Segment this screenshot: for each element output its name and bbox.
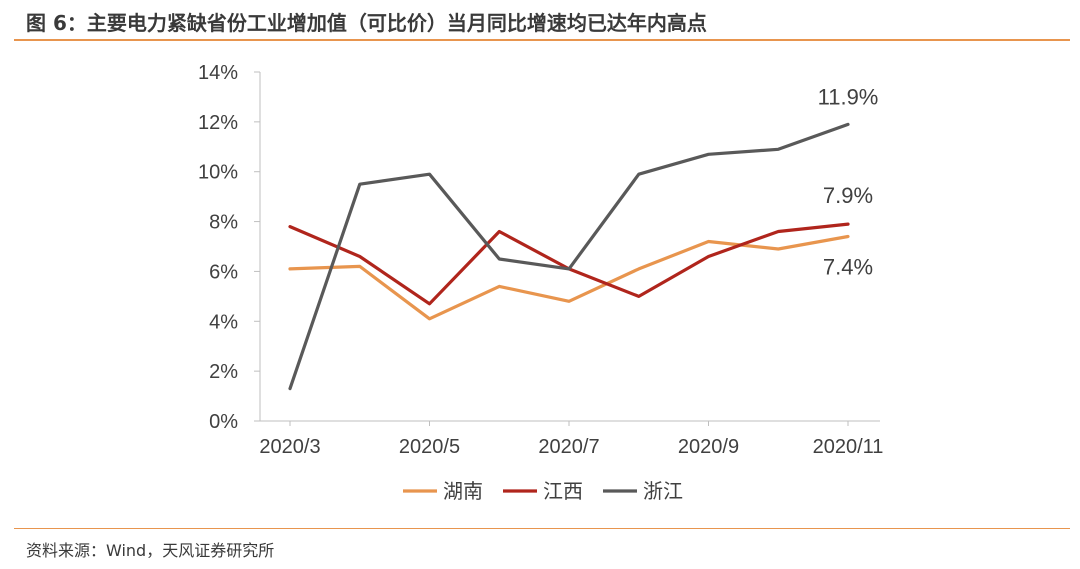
series-line-hunan [288,234,850,321]
chart-annotations: 11.9% 7.9% 7.4% [818,84,879,279]
end-value-label: 11.9% [818,84,879,109]
y-tick-label: 2% [209,361,238,383]
legend-label-zhejiang: 浙江 [643,480,683,503]
y-tick-label: 14% [198,62,238,84]
x-tick-label: 2020/11 [813,436,884,458]
x-tick-label: 2020/7 [538,436,599,458]
top-divider [14,39,1070,41]
x-tick-label: 2020/9 [678,436,739,458]
legend-label-jiangxi: 江西 [543,480,583,503]
y-tick-label: 12% [198,112,238,134]
bottom-divider [14,528,1070,529]
y-tick-label: 8% [209,212,238,234]
y-tick-label: 6% [209,261,238,283]
legend-label-hunan: 湖南 [443,480,483,503]
y-tick-label: 0% [209,411,238,433]
figure-title: 图 6：主要电力紧缺省份工业增加值（可比价）当月同比增速均已达年内高点 [26,11,707,35]
x-tick-label: 2020/3 [259,436,320,458]
source-note: 资料来源：Wind，天风证券研究所 [26,541,275,560]
series-line-zhejiang [288,122,850,391]
y-tick-label: 4% [209,311,238,333]
chart-series [288,122,850,391]
chart-axes: 0% 2% 4% 6% 8% 10% 12% 14% 2020/3 2020/5 2020/7 202… [198,62,883,458]
series-line-jiangxi [288,222,850,306]
chart-legend: 湖南 江西 浙江 [403,480,683,503]
end-value-label: 7.4% [823,255,873,280]
x-tick-label: 2020/5 [399,436,460,458]
y-tick-label: 10% [198,162,238,184]
end-value-label: 7.9% [823,183,873,208]
